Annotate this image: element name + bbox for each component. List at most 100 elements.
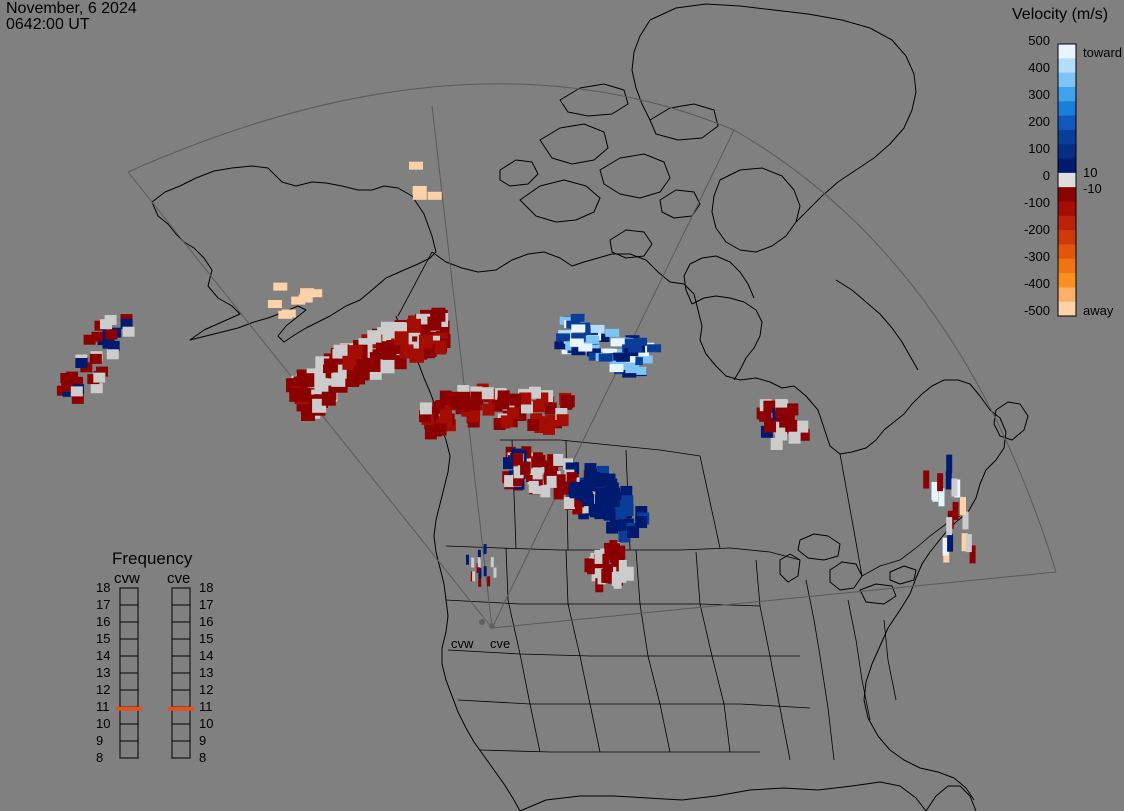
frequency-label: 13 (96, 665, 111, 680)
echo-cell (598, 494, 611, 507)
echo-cell (590, 324, 605, 333)
echo-cell (647, 344, 662, 353)
echo-cell (503, 457, 513, 470)
echo-cell (439, 409, 452, 422)
echo-cell (570, 313, 585, 322)
echo-cell (562, 395, 575, 408)
echo-cell (544, 461, 555, 474)
echo-cell (569, 482, 582, 495)
away-label: away (1083, 303, 1114, 318)
echo-cell (394, 331, 409, 346)
frequency-label: 18 (96, 580, 111, 595)
echo-cell (507, 407, 520, 420)
echo-cell (300, 288, 315, 297)
inner-negative-label: -10 (1083, 181, 1102, 196)
echo-cell (106, 349, 119, 360)
echo-cell (513, 453, 523, 466)
echo-cell (122, 326, 135, 337)
echo-cell (609, 364, 624, 373)
echo-cell (598, 353, 613, 362)
echo-cell (556, 333, 570, 342)
colorbar-tick-label: 100 (1028, 141, 1050, 156)
echo-cell (606, 521, 619, 534)
echo-cell (90, 383, 103, 394)
echo-cell (70, 386, 83, 397)
echo-cell (412, 191, 427, 200)
echo-cell (427, 191, 442, 200)
echo-cell (932, 483, 939, 502)
echo-cell (483, 544, 487, 555)
colorbar-segment (1058, 215, 1076, 231)
frequency-label: 16 (199, 614, 214, 629)
echo-cell (493, 567, 497, 578)
echo-cell (947, 533, 954, 552)
echo-cell (490, 557, 494, 568)
echo-cell (621, 338, 636, 347)
colorbar-segment (1058, 44, 1076, 59)
echo-cell (477, 557, 481, 568)
colorbar-segment (1058, 287, 1076, 303)
echo-cell (952, 501, 959, 520)
echo-cell (951, 478, 958, 497)
echo-cell (308, 289, 323, 298)
echo-cell (419, 402, 432, 415)
echo-cell (618, 560, 627, 574)
colorbar-segment (1058, 158, 1076, 174)
echo-cell (333, 344, 348, 359)
echo-cell (120, 318, 133, 329)
frequency-title: Frequency (112, 549, 193, 568)
echo-cell (407, 318, 421, 333)
date-label: November, 6 2024 (6, 0, 137, 17)
colorbar-title: Velocity (m/s) (1012, 6, 1109, 23)
echo-cell (628, 344, 643, 353)
echo-cell (946, 517, 953, 536)
echo-cell (540, 485, 551, 498)
echo-cell (611, 552, 620, 567)
echo-cell (574, 495, 585, 508)
radar-echoes (56, 161, 976, 593)
echo-cell (300, 373, 315, 388)
echo-cell (267, 300, 282, 308)
echo-cell (348, 345, 363, 360)
echo-cell (478, 576, 482, 587)
echo-cell (532, 474, 543, 486)
echo-cell (923, 470, 930, 489)
echo-cell (418, 334, 433, 349)
echo-cell (60, 373, 73, 383)
echo-cell (105, 329, 118, 340)
echo-cell (602, 348, 617, 357)
site-label-cve: cve (490, 636, 511, 651)
echo-cell (532, 467, 543, 480)
frequency-label: 8 (199, 750, 207, 765)
echo-cell (625, 365, 640, 374)
colorbar-segment (1058, 101, 1076, 117)
echo-cell (481, 387, 494, 400)
colorbar-segment (1058, 230, 1076, 245)
echo-cell (431, 307, 446, 322)
echo-cell (586, 558, 595, 573)
echo-cell (540, 416, 553, 429)
echo-cell (603, 473, 616, 486)
colorbar-tick-label: 0 (1042, 168, 1050, 183)
echo-cell (434, 423, 447, 436)
echo-cell (323, 358, 338, 373)
echo-cell (599, 553, 608, 568)
echo-cell (61, 381, 74, 392)
frequency-label: 12 (96, 682, 111, 697)
echo-cell (633, 337, 648, 346)
toward-label: toward (1083, 45, 1123, 60)
echo-cell (603, 508, 616, 521)
echo-cell (71, 393, 84, 404)
radar-field-of-view (127, 83, 1057, 629)
echo-cell (796, 420, 809, 433)
echo-cell (353, 366, 368, 381)
echo-cell (487, 576, 491, 587)
echo-cell (89, 353, 102, 364)
echo-cell (471, 557, 475, 568)
echo-cell (529, 386, 541, 399)
frequency-label: 18 (199, 580, 214, 595)
echo-cell (298, 294, 313, 303)
echo-cell (585, 335, 600, 344)
frequency-label: 17 (199, 597, 214, 612)
colorbar-segment (1058, 58, 1076, 74)
